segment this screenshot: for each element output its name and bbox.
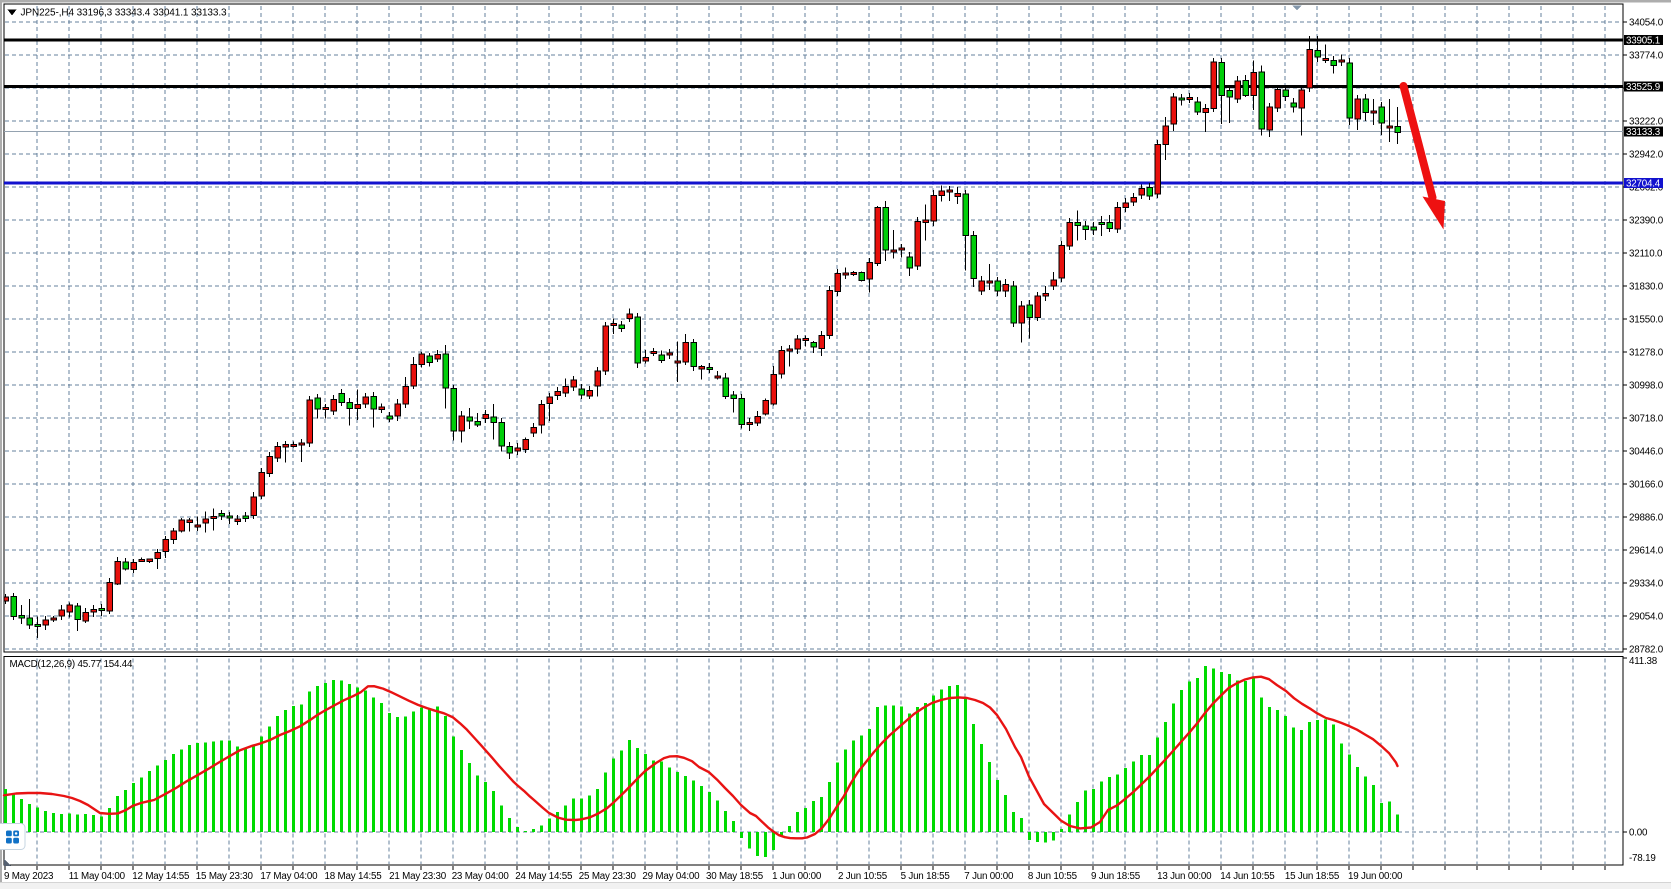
svg-text:JPN225-,H4 33196,3 33343.4 33: JPN225-,H4 33196,3 33343.4 33041.1 33133… [21,8,228,19]
svg-text:33525.9: 33525.9 [1626,82,1660,93]
svg-text:23 May 04:00: 23 May 04:00 [452,871,510,882]
svg-text:5 Jun 18:55: 5 Jun 18:55 [901,871,951,882]
svg-text:30446.0: 30446.0 [1629,447,1664,458]
svg-text:32110.0: 32110.0 [1629,249,1663,260]
svg-text:24 May 14:55: 24 May 14:55 [515,871,573,882]
svg-text:30998.0: 30998.0 [1629,381,1664,392]
svg-text:29 May 04:00: 29 May 04:00 [642,871,700,882]
svg-text:31830.0: 31830.0 [1629,282,1664,293]
svg-text:2 Jun 10:55: 2 Jun 10:55 [838,871,888,882]
svg-text:14 Jun 10:55: 14 Jun 10:55 [1220,871,1275,882]
svg-text:33905.1: 33905.1 [1626,36,1660,47]
svg-text:32390.0: 32390.0 [1629,216,1664,227]
svg-text:9 Jun 18:55: 9 Jun 18:55 [1091,871,1141,882]
svg-text:33774.0: 33774.0 [1629,51,1664,62]
svg-text:11 May 04:00: 11 May 04:00 [69,871,126,882]
svg-text:17 May 04:00: 17 May 04:00 [260,871,318,882]
svg-text:15 May 23:30: 15 May 23:30 [196,871,254,882]
svg-text:33222.0: 33222.0 [1629,117,1664,128]
svg-text:13 Jun 00:00: 13 Jun 00:00 [1157,871,1212,882]
svg-text:7 Jun 00:00: 7 Jun 00:00 [964,871,1014,882]
svg-text:30 May 18:55: 30 May 18:55 [706,871,764,882]
svg-text:19 Jun 00:00: 19 Jun 00:00 [1348,871,1403,882]
svg-text:18 May 14:55: 18 May 14:55 [325,871,383,882]
svg-text:33133.3: 33133.3 [1626,127,1661,138]
svg-text:8 Jun 10:55: 8 Jun 10:55 [1028,871,1078,882]
svg-text:32704.4: 32704.4 [1626,179,1661,190]
svg-text:411.38: 411.38 [1629,656,1658,667]
svg-text:-78.19: -78.19 [1629,853,1656,864]
svg-text:29614.0: 29614.0 [1629,546,1664,557]
svg-text:25 May 23:30: 25 May 23:30 [579,871,637,882]
svg-text:MACD(12,26,9) 45.77 154.44: MACD(12,26,9) 45.77 154.44 [10,659,134,670]
svg-text:31550.0: 31550.0 [1629,315,1664,326]
svg-text:21 May 23:30: 21 May 23:30 [389,871,447,882]
svg-text:29886.0: 29886.0 [1629,513,1664,524]
svg-text:12 May 14:55: 12 May 14:55 [132,871,190,882]
svg-text:28782.0: 28782.0 [1629,645,1664,656]
svg-text:34054.0: 34054.0 [1629,18,1664,29]
svg-text:31278.0: 31278.0 [1629,348,1664,359]
svg-text:1 Jun 00:00: 1 Jun 00:00 [772,871,822,882]
svg-text:30718.0: 30718.0 [1629,414,1664,425]
svg-text:15 Jun 18:55: 15 Jun 18:55 [1285,871,1340,882]
svg-text:29334.0: 29334.0 [1629,579,1664,590]
svg-text:29054.0: 29054.0 [1629,612,1664,623]
svg-text:30166.0: 30166.0 [1629,480,1664,491]
svg-text:9 May 2023: 9 May 2023 [4,871,54,882]
svg-text:0.00: 0.00 [1629,828,1648,839]
svg-text:32942.0: 32942.0 [1629,150,1664,161]
